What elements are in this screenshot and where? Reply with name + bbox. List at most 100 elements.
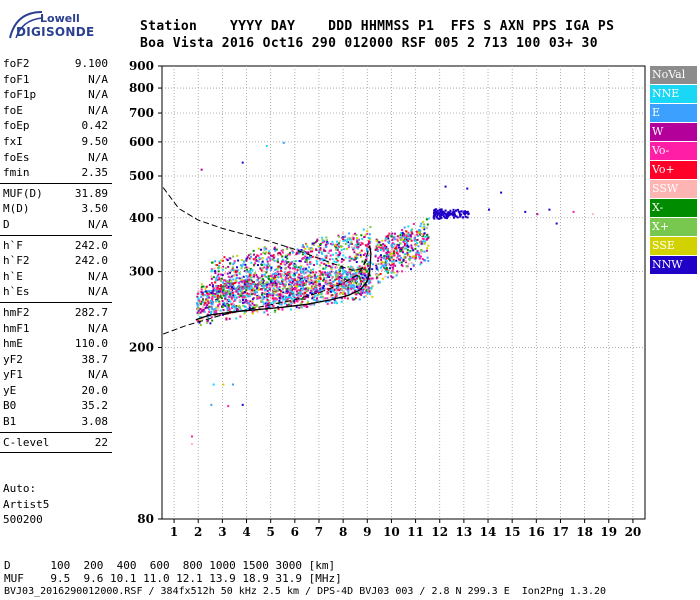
profile-dashed-lower: [163, 259, 368, 335]
echo-point: [300, 298, 303, 301]
echo-point: [314, 287, 317, 290]
echo-point: [230, 297, 233, 300]
echo-point: [416, 235, 419, 238]
echo-point: [213, 312, 216, 315]
echo-point: [307, 252, 310, 255]
param-name: MUF(D): [3, 186, 43, 200]
echo-point: [328, 300, 331, 303]
echo-point: [248, 283, 251, 286]
echo-point: [332, 290, 335, 293]
echo-point: [302, 282, 305, 285]
echo-point: [306, 263, 309, 266]
echo-point: [337, 281, 340, 284]
echo-point: [197, 290, 200, 293]
echo-point: [312, 271, 315, 274]
echo-point: [369, 286, 372, 289]
echo-point: [335, 292, 338, 295]
echo-point: [323, 287, 326, 290]
echo-point: [465, 210, 468, 213]
echo-point: [292, 287, 295, 290]
echo-point: [243, 269, 246, 272]
echo-point: [276, 258, 279, 261]
echo-point: [356, 256, 359, 259]
echo-point: [340, 246, 343, 249]
echo-point: [196, 292, 199, 295]
echo-point: [331, 243, 334, 246]
echo-point: [227, 300, 230, 303]
echo-point: [311, 297, 314, 300]
echo-point: [274, 309, 277, 312]
echo-point: [287, 277, 290, 280]
echo-point: [334, 273, 337, 276]
echo-point: [367, 254, 370, 257]
echo-point: [223, 286, 226, 289]
echo-point: [328, 258, 331, 261]
echo-point: [396, 270, 399, 273]
echo-point: [333, 283, 336, 286]
echo-point: [240, 289, 243, 292]
echo-point: [210, 291, 213, 294]
echo-point: [299, 267, 302, 270]
echo-point: [318, 270, 321, 273]
echo-point: [240, 267, 243, 270]
echo-point: [335, 246, 338, 249]
echo-point: [302, 292, 305, 295]
echo-point: [284, 277, 287, 280]
echo-point: [367, 269, 370, 272]
echo-point: [424, 259, 427, 262]
echo-point: [348, 256, 351, 259]
echo-point: [322, 286, 325, 289]
echo-point: [317, 249, 320, 252]
echo-point: [334, 284, 337, 287]
echo-point: [276, 283, 279, 286]
echo-point: [389, 259, 392, 262]
echo-point: [290, 277, 293, 280]
echo-point: [334, 278, 337, 281]
echo-point: [299, 260, 302, 263]
echo-point: [433, 217, 436, 220]
echo-point: [265, 309, 268, 312]
echo-point: [218, 278, 221, 281]
echo-point: [425, 226, 428, 229]
echo-point: [258, 296, 261, 299]
echo-point: [280, 273, 283, 276]
echo-point: [326, 302, 329, 305]
echo-point: [336, 282, 339, 285]
echo-point: [404, 236, 407, 239]
echo-point: [335, 293, 338, 296]
echo-point: [329, 243, 332, 246]
echo-point: [377, 263, 380, 266]
echo-point: [232, 294, 235, 297]
echo-point: [327, 283, 330, 286]
echo-point: [220, 294, 223, 297]
echo-point: [257, 288, 260, 291]
echo-point: [289, 251, 292, 254]
echo-point: [246, 256, 249, 259]
echo-point: [327, 288, 330, 291]
echo-point: [420, 242, 423, 245]
echo-point: [283, 285, 286, 288]
echo-point: [227, 285, 230, 288]
echo-point: [452, 214, 455, 217]
echo-point: [455, 215, 458, 218]
echo-point: [355, 233, 358, 236]
echo-point: [276, 254, 279, 257]
echo-point: [224, 304, 227, 307]
echo-point: [205, 298, 208, 301]
echo-point: [250, 303, 253, 306]
echo-point: [416, 250, 419, 253]
echo-point: [288, 279, 291, 282]
echo-point: [241, 300, 244, 303]
echo-point: [201, 292, 204, 295]
echo-point: [299, 291, 302, 294]
echo-point: [447, 212, 450, 215]
x-tick-label: 2: [194, 525, 202, 539]
echo-point: [229, 294, 232, 297]
echo-point: [347, 241, 350, 244]
echo-point: [224, 279, 227, 282]
echo-point: [278, 285, 281, 288]
echo-point: [442, 210, 445, 213]
echo-point: [391, 252, 394, 255]
echo-point: [295, 293, 298, 296]
echo-point: [310, 262, 313, 265]
